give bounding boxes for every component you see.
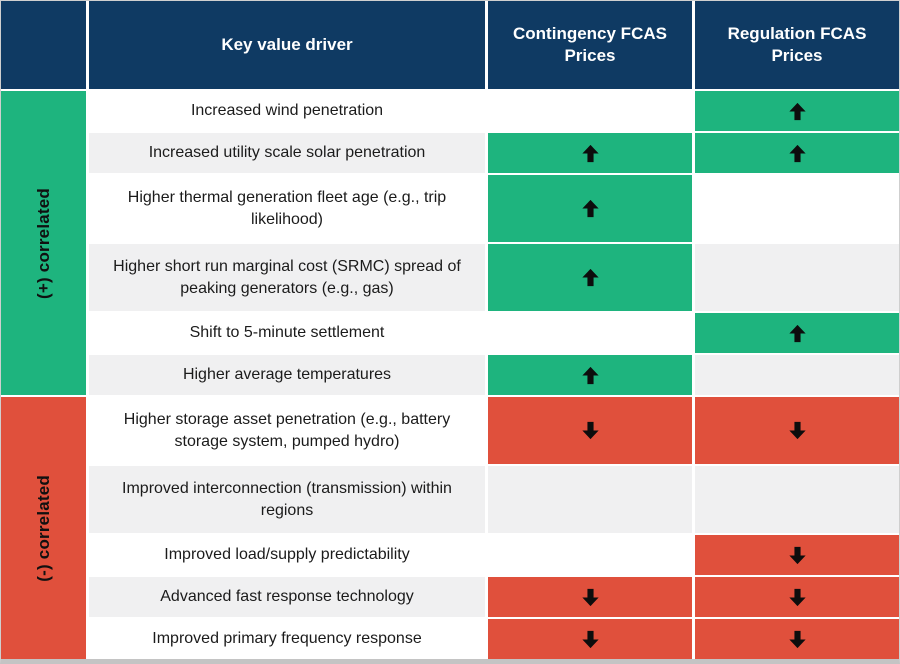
driver-cell: Higher average temperatures (89, 355, 485, 395)
header-contingency-fcas-prices: Contingency FCAS Prices (488, 1, 692, 89)
regulation-cell (695, 175, 899, 242)
group-label-positive-correlated: (+) correlated (1, 91, 86, 395)
regulation-cell (695, 91, 899, 131)
contingency-cell (488, 355, 692, 395)
contingency-cell (488, 535, 692, 575)
contingency-cell (488, 577, 692, 617)
regulation-cell (695, 577, 899, 617)
contingency-cell (488, 91, 692, 131)
group-label-positive-text: (+) correlated (33, 187, 53, 299)
group-label-negative-correlated: (-) correlated (1, 397, 86, 659)
driver-cell: Increased utility scale solar penetratio… (89, 133, 485, 173)
regulation-cell (695, 133, 899, 173)
regulation-cell (695, 244, 899, 311)
down-arrow-icon (788, 546, 806, 564)
contingency-cell (488, 466, 692, 533)
down-arrow-icon (581, 630, 599, 648)
down-arrow-icon (581, 588, 599, 606)
regulation-cell (695, 313, 899, 353)
driver-cell: Increased wind penetration (89, 91, 485, 131)
regulation-cell (695, 535, 899, 575)
driver-cell: Higher short run marginal cost (SRMC) sp… (89, 244, 485, 311)
header-regulation-fcas-prices: Regulation FCAS Prices (695, 1, 899, 89)
contingency-cell (488, 175, 692, 242)
up-arrow-icon (581, 366, 599, 384)
down-arrow-icon (788, 421, 806, 440)
driver-cell: Improved load/supply predictability (89, 535, 485, 575)
up-arrow-icon (788, 102, 806, 120)
contingency-cell (488, 133, 692, 173)
up-arrow-icon (788, 324, 806, 342)
regulation-cell (695, 619, 899, 659)
group-label-negative-text: (-) correlated (33, 474, 53, 582)
driver-cell: Improved interconnection (transmission) … (89, 466, 485, 533)
driver-cell: Shift to 5-minute settlement (89, 313, 485, 353)
driver-cell: Higher thermal generation fleet age (e.g… (89, 175, 485, 242)
regulation-cell (695, 355, 899, 395)
contingency-cell (488, 244, 692, 311)
header-corner-cell (1, 1, 86, 89)
regulation-cell (695, 397, 899, 464)
regulation-cell (695, 466, 899, 533)
down-arrow-icon (788, 588, 806, 606)
up-arrow-icon (788, 144, 806, 162)
contingency-cell (488, 619, 692, 659)
driver-cell: Improved primary frequency response (89, 619, 485, 659)
down-arrow-icon (581, 421, 599, 440)
up-arrow-icon (581, 268, 599, 287)
up-arrow-icon (581, 144, 599, 162)
down-arrow-icon (788, 630, 806, 648)
header-key-value-driver: Key value driver (89, 1, 485, 89)
contingency-cell (488, 397, 692, 464)
up-arrow-icon (581, 199, 599, 218)
contingency-cell (488, 313, 692, 353)
driver-cell: Higher storage asset penetration (e.g., … (89, 397, 485, 464)
driver-cell: Advanced fast response technology (89, 577, 485, 617)
